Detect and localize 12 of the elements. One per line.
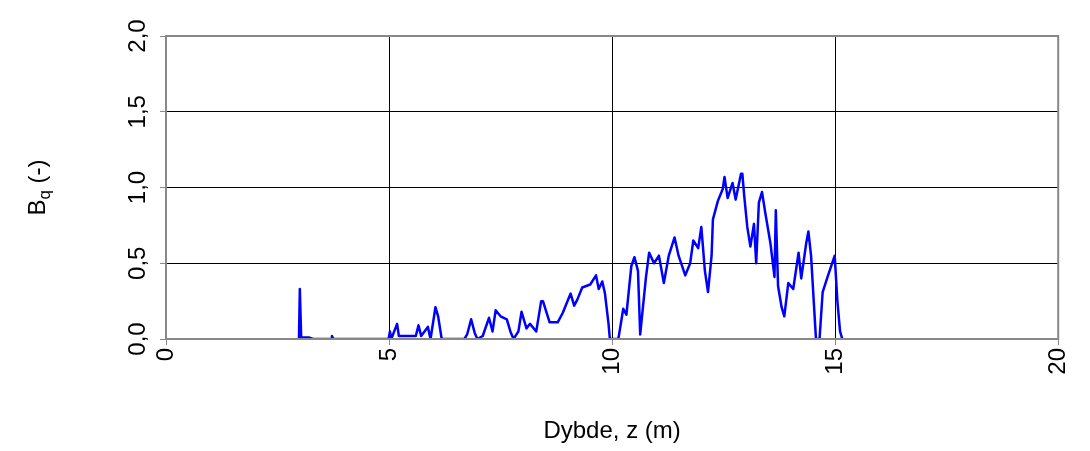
x-tick-label: 0 [150,348,178,362]
x-tick-label: 20 [1042,348,1070,375]
x-tick-label: 5 [373,348,401,362]
y-axis-title: Bq (-) [22,159,54,216]
y-tick-label: 1,5 [122,95,150,129]
y-tick-label: 1,0 [122,170,150,205]
x-axis-title: Dybde, z (m) [543,415,681,443]
y-tick-label: 0,0 [122,322,150,356]
x-tick-label: 10 [596,348,624,375]
y-tick-label: 0,5 [122,246,150,280]
y-tick-label: 2,0 [122,19,150,53]
x-tick-label: 15 [819,348,847,375]
